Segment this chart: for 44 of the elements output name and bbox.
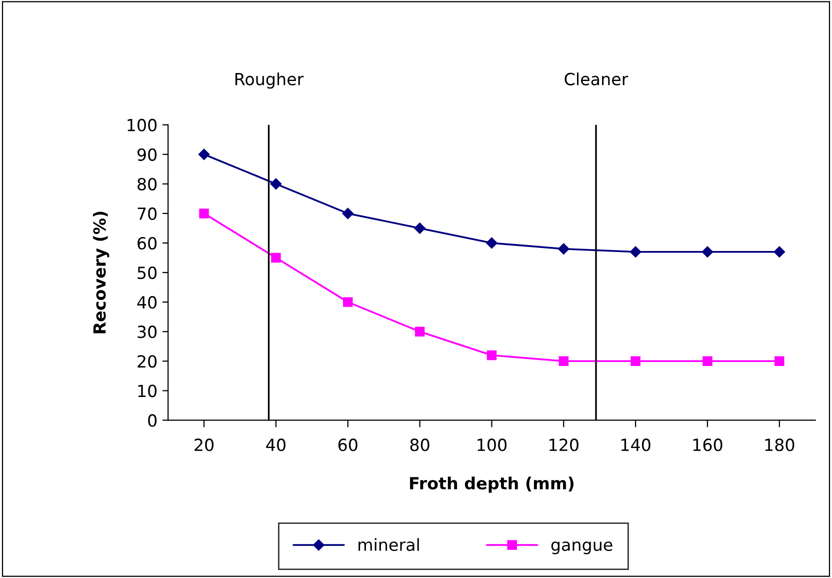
point xyxy=(343,297,353,307)
y-tick-label: 100 xyxy=(128,118,157,132)
x-tick-label: 140 xyxy=(621,438,650,452)
y-tick-label: 10 xyxy=(138,384,157,398)
ref-line-label: Rougher xyxy=(235,72,304,89)
y-tick-label: 40 xyxy=(137,296,157,309)
point xyxy=(414,222,426,234)
point xyxy=(630,356,640,366)
point xyxy=(702,356,712,366)
point xyxy=(342,208,354,220)
x-axis-title: Froth depth (mm) xyxy=(410,476,574,493)
point xyxy=(774,356,784,366)
point xyxy=(199,208,209,218)
y-tick-label: 0 xyxy=(148,414,157,427)
point xyxy=(630,246,642,258)
x-tick-label: 100 xyxy=(478,438,507,452)
y-tick-label: 80 xyxy=(138,178,157,190)
x-tick-label: 160 xyxy=(693,438,722,452)
y-axis-title: Recovery (%) xyxy=(92,212,110,334)
x-tick-label: 20 xyxy=(194,438,214,452)
point xyxy=(486,237,498,249)
y-tick-label: 20 xyxy=(138,355,157,368)
point xyxy=(558,356,568,366)
ref-line-label: Cleaner xyxy=(564,72,628,86)
point xyxy=(558,243,570,255)
y-tick-label: 90 xyxy=(137,148,157,161)
point xyxy=(271,252,281,263)
y-tick-label: 60 xyxy=(138,236,157,250)
point xyxy=(198,148,210,160)
point xyxy=(414,326,425,336)
legend-label: gangue xyxy=(551,541,612,554)
point xyxy=(774,246,786,258)
x-tick-label: 180 xyxy=(765,438,794,452)
point xyxy=(702,246,714,258)
x-tick-label: 40 xyxy=(266,438,286,452)
y-tick-label: 50 xyxy=(138,266,157,280)
y-tick-label: 70 xyxy=(138,207,157,220)
x-tick-label: 60 xyxy=(338,438,358,452)
point xyxy=(486,350,497,360)
point xyxy=(270,178,282,190)
x-tick-label: 120 xyxy=(550,438,578,452)
y-tick-label: 30 xyxy=(138,326,157,338)
legend-label: mineral xyxy=(358,538,419,552)
x-tick-label: 80 xyxy=(410,438,430,452)
